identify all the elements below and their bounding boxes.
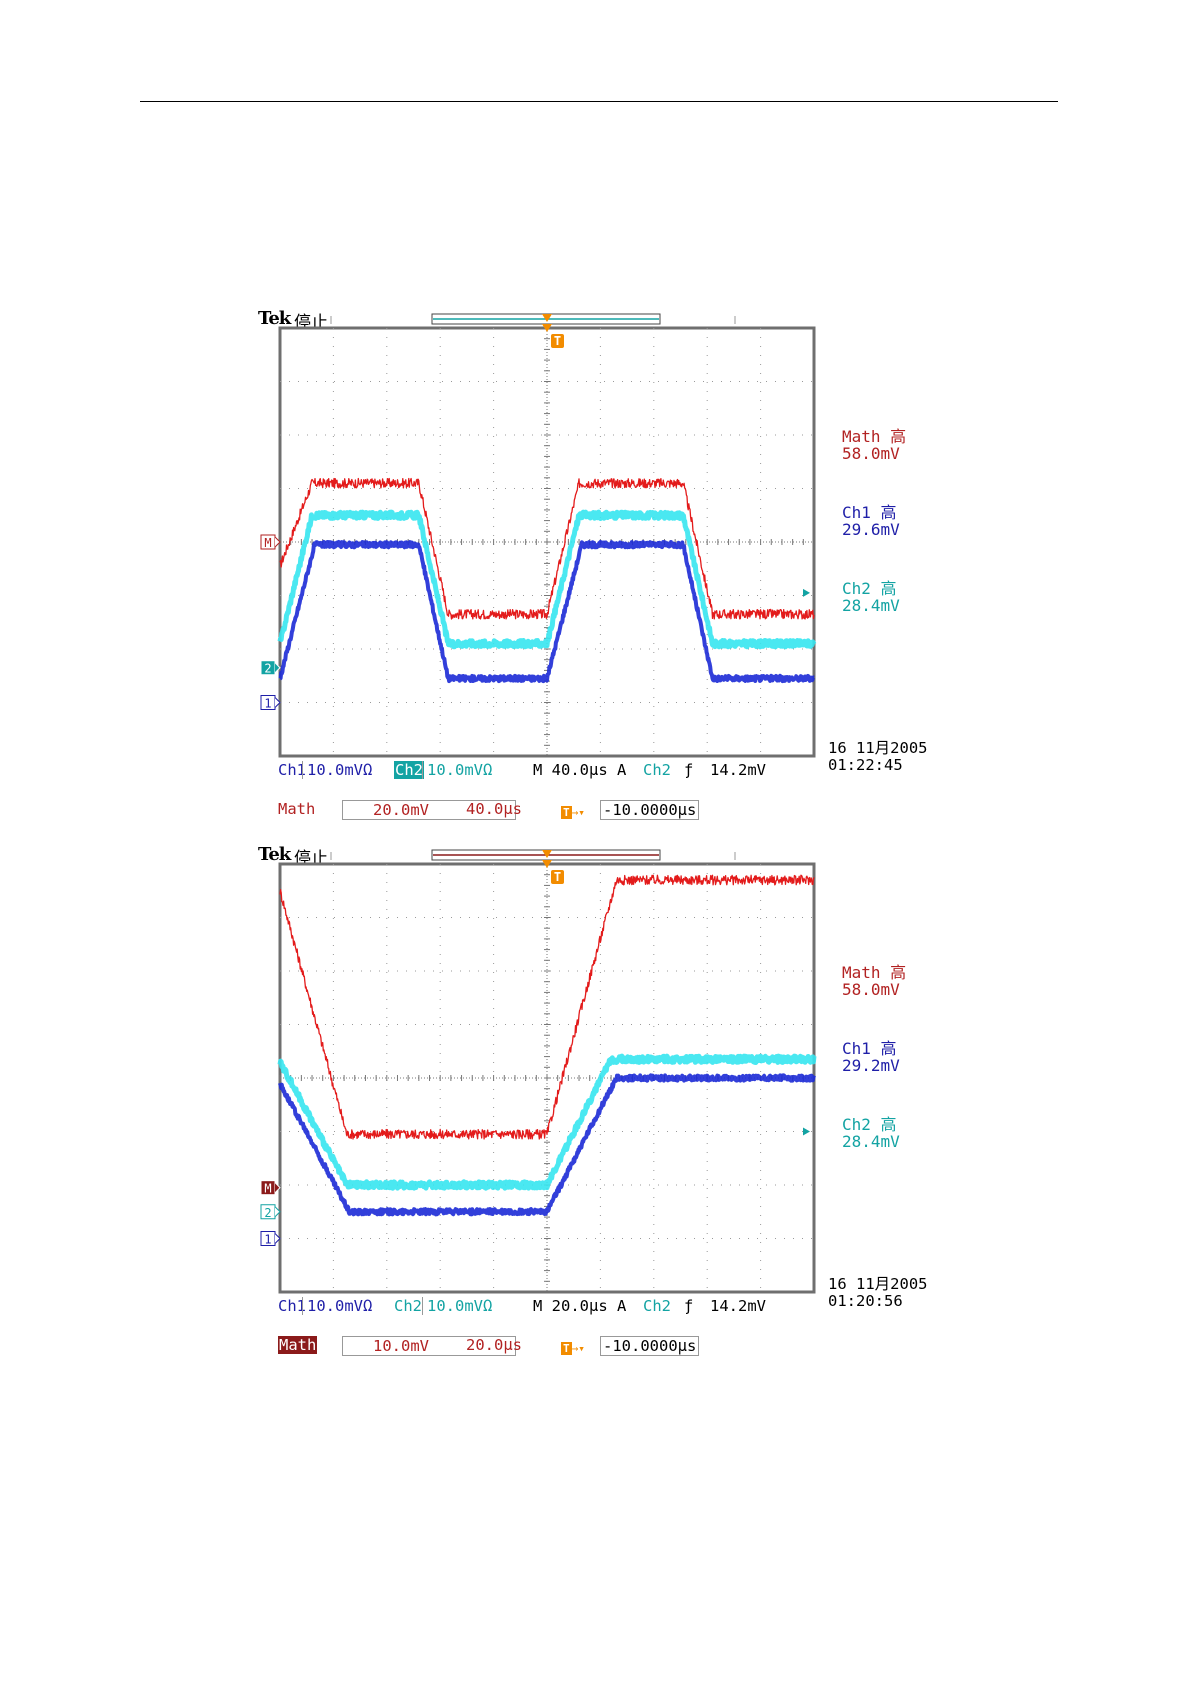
math-scale: 20.0mV <box>342 800 516 820</box>
timebase: M 20.0μs <box>533 1297 608 1315</box>
svg-text:M: M <box>264 1182 271 1196</box>
trigger-source: Ch2 <box>643 761 671 779</box>
readout-label: Ch1 高 <box>842 503 897 522</box>
svg-text:1: 1 <box>264 697 271 711</box>
trigger-slope: ƒ <box>684 1297 694 1315</box>
trigger-position-marker <box>542 314 552 332</box>
readout-value: 58.0mV <box>842 444 900 463</box>
readout-label: Math 高 <box>842 963 907 982</box>
ch1-label: Ch1 <box>278 761 306 779</box>
ch1-label: Ch1 <box>278 1297 306 1315</box>
capture-timestamp: 16 11月2005 01:22:45 <box>828 740 928 774</box>
capture-time: 01:22:45 <box>828 756 903 774</box>
readout-value: 58.0mV <box>842 980 900 999</box>
tek-brand: Tek <box>258 308 291 329</box>
math-timebase: 40.0μs <box>466 800 522 818</box>
readout-value: 29.2mV <box>842 1056 900 1075</box>
trigger-delay-icon: T →▾ <box>561 1342 585 1355</box>
ch1-ground-marker: 1 <box>260 1231 281 1247</box>
readout-value: 29.6mV <box>842 520 900 539</box>
page-header-rule <box>140 101 1058 102</box>
trigger-level-marker <box>803 1127 810 1136</box>
waveform-ch2 <box>277 509 817 650</box>
trigger-delay: -10.0000μs <box>600 1336 700 1356</box>
scope-display: M 2 1 T <box>260 849 817 1294</box>
readout-value: 28.4mV <box>842 1132 900 1151</box>
svg-text:M: M <box>264 536 271 550</box>
readout-2: Ch2 高 28.4mV <box>842 1116 900 1150</box>
tek-brand: Tek <box>258 844 291 865</box>
svg-text:1: 1 <box>264 1233 271 1247</box>
ch2-scale: 10.0mVΩ <box>422 761 492 779</box>
readout-value: 28.4mV <box>842 596 900 615</box>
ch2-scale: 10.0mVΩ <box>422 1297 492 1315</box>
svg-text:T: T <box>554 334 561 348</box>
trigger-delay-icon: T →▾ <box>561 806 585 819</box>
trigger-level: 14.2mV <box>710 1297 766 1315</box>
trigger-delay: -10.0000μs <box>600 800 700 820</box>
svg-text:T: T <box>554 870 561 884</box>
ch1-scale: 10.0mVΩ <box>302 761 372 779</box>
ch2-ground-marker: 2 <box>260 660 281 676</box>
oscilloscope-capture-1: Tek 停止 M 2 1 T Math 高 58.0mV Ch1 高 29.6mV Ch2 高 28.… <box>250 300 950 820</box>
waveform-math <box>279 874 815 1140</box>
trigger-position-marker <box>542 850 552 868</box>
timebase: M 40.0μs <box>533 761 608 779</box>
trigger-source: Ch2 <box>643 1297 671 1315</box>
oscilloscope-capture-2: Tek 停止 M 2 1 T Math 高 58.0mV Ch1 高 29.2mV Ch2 高 28.… <box>250 836 950 1356</box>
trigger-mode: A <box>617 761 627 779</box>
ch2-label: Ch2 <box>394 761 424 779</box>
trigger-level-marker <box>803 588 810 597</box>
math-timebase: 20.0μs <box>466 1336 522 1354</box>
readout-label: Ch2 高 <box>842 579 897 598</box>
trigger-level: 14.2mV <box>710 761 766 779</box>
waveform-math <box>279 477 815 620</box>
ch1-ground-marker: 1 <box>260 695 281 711</box>
math-label: Math <box>278 1336 318 1354</box>
waveform-ch2 <box>277 1053 817 1191</box>
trigger-marker: T <box>551 334 564 348</box>
math-scale: 10.0mV <box>342 1336 516 1356</box>
trigger-slope: ƒ <box>684 761 694 779</box>
math-ground-marker: M <box>260 1180 281 1196</box>
readout-0: Math 高 58.0mV <box>842 428 906 462</box>
readout-1: Ch1 高 29.6mV <box>842 504 900 538</box>
waveform-ch1 <box>278 1073 816 1217</box>
readout-0: Math 高 58.0mV <box>842 964 906 998</box>
scope-display: M 2 1 T <box>260 313 817 758</box>
readout-2: Ch2 高 28.4mV <box>842 580 900 614</box>
readout-label: Math 高 <box>842 427 907 446</box>
math-label: Math <box>278 800 316 818</box>
capture-time: 01:20:56 <box>828 1292 903 1310</box>
waveform-ch1 <box>278 540 816 684</box>
readout-label: Ch1 高 <box>842 1039 897 1058</box>
capture-timestamp: 16 11月2005 01:20:56 <box>828 1276 928 1310</box>
readout-label: Ch2 高 <box>842 1115 897 1134</box>
ch1-scale: 10.0mVΩ <box>302 1297 372 1315</box>
svg-text:2: 2 <box>264 662 271 676</box>
trigger-mode: A <box>617 1297 627 1315</box>
ch2-ground-marker: 2 <box>260 1204 281 1220</box>
math-ground-marker: M <box>260 534 281 550</box>
capture-date: 16 11月2005 <box>828 1275 928 1293</box>
ch2-label: Ch2 <box>394 1297 422 1315</box>
trigger-marker: T <box>551 870 564 884</box>
svg-text:2: 2 <box>264 1206 271 1220</box>
capture-date: 16 11月2005 <box>828 739 928 757</box>
readout-1: Ch1 高 29.2mV <box>842 1040 900 1074</box>
